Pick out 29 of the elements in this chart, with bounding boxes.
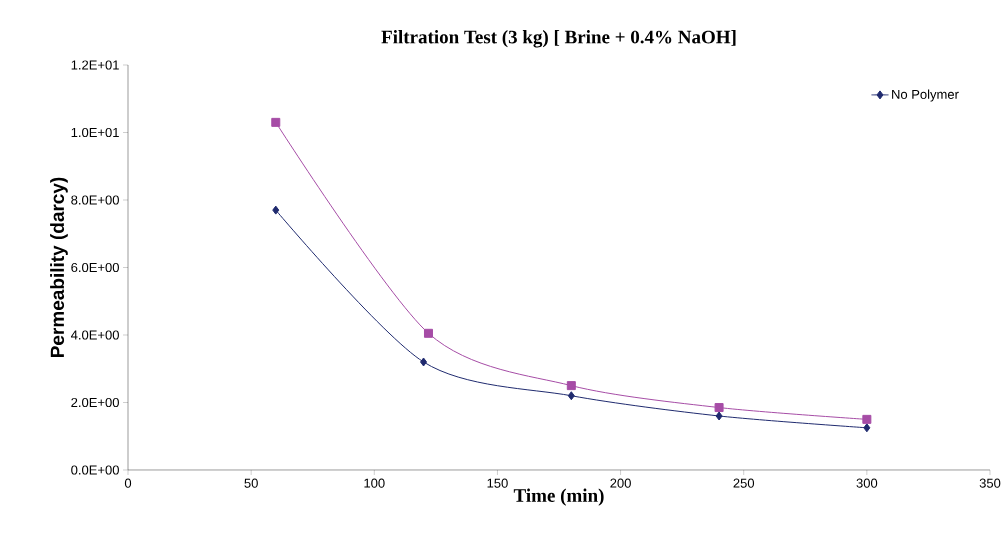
point [420, 357, 428, 367]
point [715, 411, 723, 421]
y-tick-label: 1.2E+01 [71, 60, 119, 70]
x-tick-label: 300 [856, 478, 878, 488]
y-tick-label: 1.0E+01 [71, 127, 119, 138]
point [566, 381, 576, 391]
y-tick-label: 8.0E+00 [71, 195, 119, 205]
point [423, 328, 433, 338]
x-tick-label: 250 [733, 478, 755, 488]
point [862, 414, 872, 424]
point [567, 391, 575, 401]
y-axis-title: Permeability (darcy) [50, 177, 68, 358]
point [272, 205, 280, 215]
x-tick-label: 200 [610, 478, 631, 488]
x-tick-label: 100 [364, 478, 385, 488]
x-tick-label: 350 [979, 478, 1001, 488]
x-tick-label: 150 [487, 478, 508, 488]
x-axis-title: Time (min) [513, 488, 604, 506]
point [271, 117, 281, 127]
y-tick-label: 2.0E+00 [71, 397, 119, 408]
point [863, 423, 871, 433]
chart-title: Filtration Test (3 kg) [ Brine + 0.4% NaOH] [381, 30, 736, 48]
y-tick-label: 4.0E+00 [70, 330, 119, 340]
x-tick-label: 50 [244, 478, 258, 488]
y-tick-label: 0.0E+00 [71, 465, 119, 475]
legend-label: No Polymer [892, 89, 959, 102]
x-tick-label: 0 [124, 478, 132, 488]
point [714, 403, 724, 413]
y-tick-label: 6.0E+00 [71, 262, 119, 273]
